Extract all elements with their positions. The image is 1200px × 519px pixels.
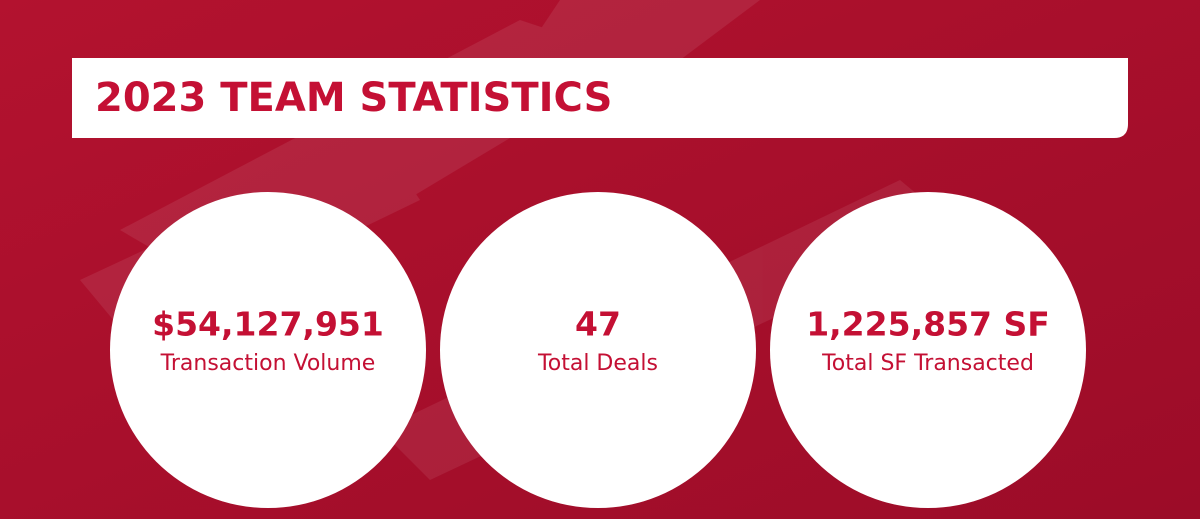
stat-value: 1,225,857 SF bbox=[806, 305, 1050, 344]
stat-label: Transaction Volume bbox=[160, 351, 376, 376]
title-banner bbox=[72, 58, 1128, 138]
stat-circle bbox=[110, 192, 426, 508]
stat-value: $54,127,951 bbox=[152, 305, 384, 344]
stat-value: 47 bbox=[575, 305, 621, 344]
stat-circle bbox=[440, 192, 756, 508]
stat-circle bbox=[770, 192, 1086, 508]
stat-label: Total SF Transacted bbox=[821, 351, 1034, 376]
title: 2023 TEAM STATISTICS bbox=[95, 75, 612, 121]
stat-label: Total Deals bbox=[537, 351, 658, 376]
stats: $54,127,951 Transaction Volume 47 Total Dea… bbox=[110, 192, 1086, 508]
